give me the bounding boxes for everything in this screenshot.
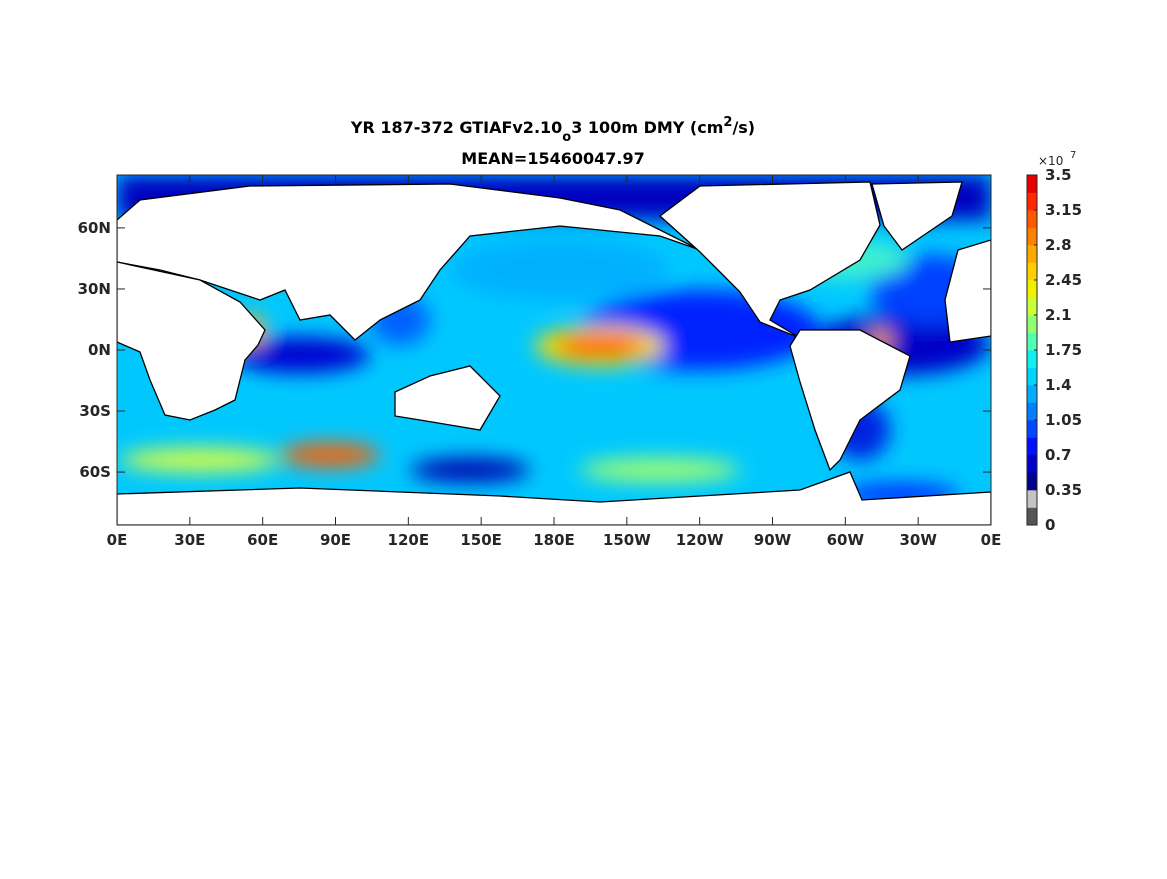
title-part: YR 187-372 GTIAFv2.10 (350, 118, 562, 137)
colorbar-segment (1027, 490, 1037, 508)
x-tick-label: 90W (754, 531, 792, 549)
x-tick-label: 120E (388, 531, 430, 549)
x-tick-label: 150W (603, 531, 651, 549)
colorbar-exponent: 7 (1070, 150, 1076, 161)
x-tick-label: 120W (676, 531, 724, 549)
y-tick-label: 0N (88, 341, 111, 359)
colorbar-segment (1027, 227, 1037, 246)
x-tick-label: 30E (174, 531, 205, 549)
colorbar-segment (1027, 245, 1037, 263)
colorbar-segment (1027, 315, 1037, 333)
colorbar-tick-label: 0.7 (1045, 446, 1072, 464)
title-subscript: o (562, 130, 571, 145)
colorbar-segment (1027, 192, 1037, 211)
colorbar-segment (1027, 437, 1037, 456)
colorbar-segment (1027, 367, 1037, 386)
colorbar-segment (1027, 175, 1037, 193)
title-part: /s) (732, 118, 755, 137)
colorbar-tick-label: 1.05 (1045, 411, 1082, 429)
colorbar-segment (1027, 507, 1037, 526)
x-tick-label: 30W (899, 531, 937, 549)
x-tick-label: 60E (247, 531, 278, 549)
title-superscript: 2 (723, 115, 732, 130)
subtitle: MEAN=15460047.97 (461, 149, 644, 168)
colorbar-tick-label: 1.75 (1045, 341, 1082, 359)
colorbar-segment (1027, 455, 1037, 473)
x-tick-label: 0E (981, 531, 1002, 549)
x-tick-label: 180E (533, 531, 575, 549)
x-tick-label: 90E (320, 531, 351, 549)
colorbar-segment (1027, 280, 1037, 298)
y-tick-label: 30N (78, 280, 111, 298)
y-tick-label: 60N (78, 219, 111, 237)
colorbar-segment (1027, 420, 1037, 438)
x-tick-label: 150E (460, 531, 502, 549)
colorbar-tick-label: 1.4 (1045, 376, 1072, 394)
colorbar-segment (1027, 297, 1037, 316)
colorbar-segment (1027, 210, 1037, 228)
colorbar-tick-label: 0.35 (1045, 481, 1082, 499)
map-field (117, 175, 991, 525)
colorbar-segment (1027, 350, 1037, 368)
colorbar-segment (1027, 472, 1037, 491)
colorbar-segment (1027, 402, 1037, 421)
colorbar-exponent-base: ×10 (1038, 154, 1063, 168)
colorbar-tick-label: 2.45 (1045, 271, 1082, 289)
title: YR 187-372 GTIAFv2.10o3 100m DMY (cm2/s) (350, 115, 755, 145)
colorbar-tick-label: 3.15 (1045, 201, 1082, 219)
colorbar-tick-label: 3.5 (1045, 166, 1072, 184)
x-tick-label: 0E (107, 531, 128, 549)
colorbar-segment (1027, 332, 1037, 351)
colorbar-segment (1027, 385, 1037, 403)
y-tick-label: 30S (79, 402, 111, 420)
x-tick-label: 60W (827, 531, 865, 549)
colorbar-segment (1027, 262, 1037, 281)
colorbar-tick-label: 2.1 (1045, 306, 1072, 324)
colorbar-tick-label: 2.8 (1045, 236, 1072, 254)
colorbar-tick-label: 0 (1045, 516, 1055, 534)
y-tick-label: 60S (79, 463, 111, 481)
title-part: 3 100m DMY (cm (571, 118, 723, 137)
